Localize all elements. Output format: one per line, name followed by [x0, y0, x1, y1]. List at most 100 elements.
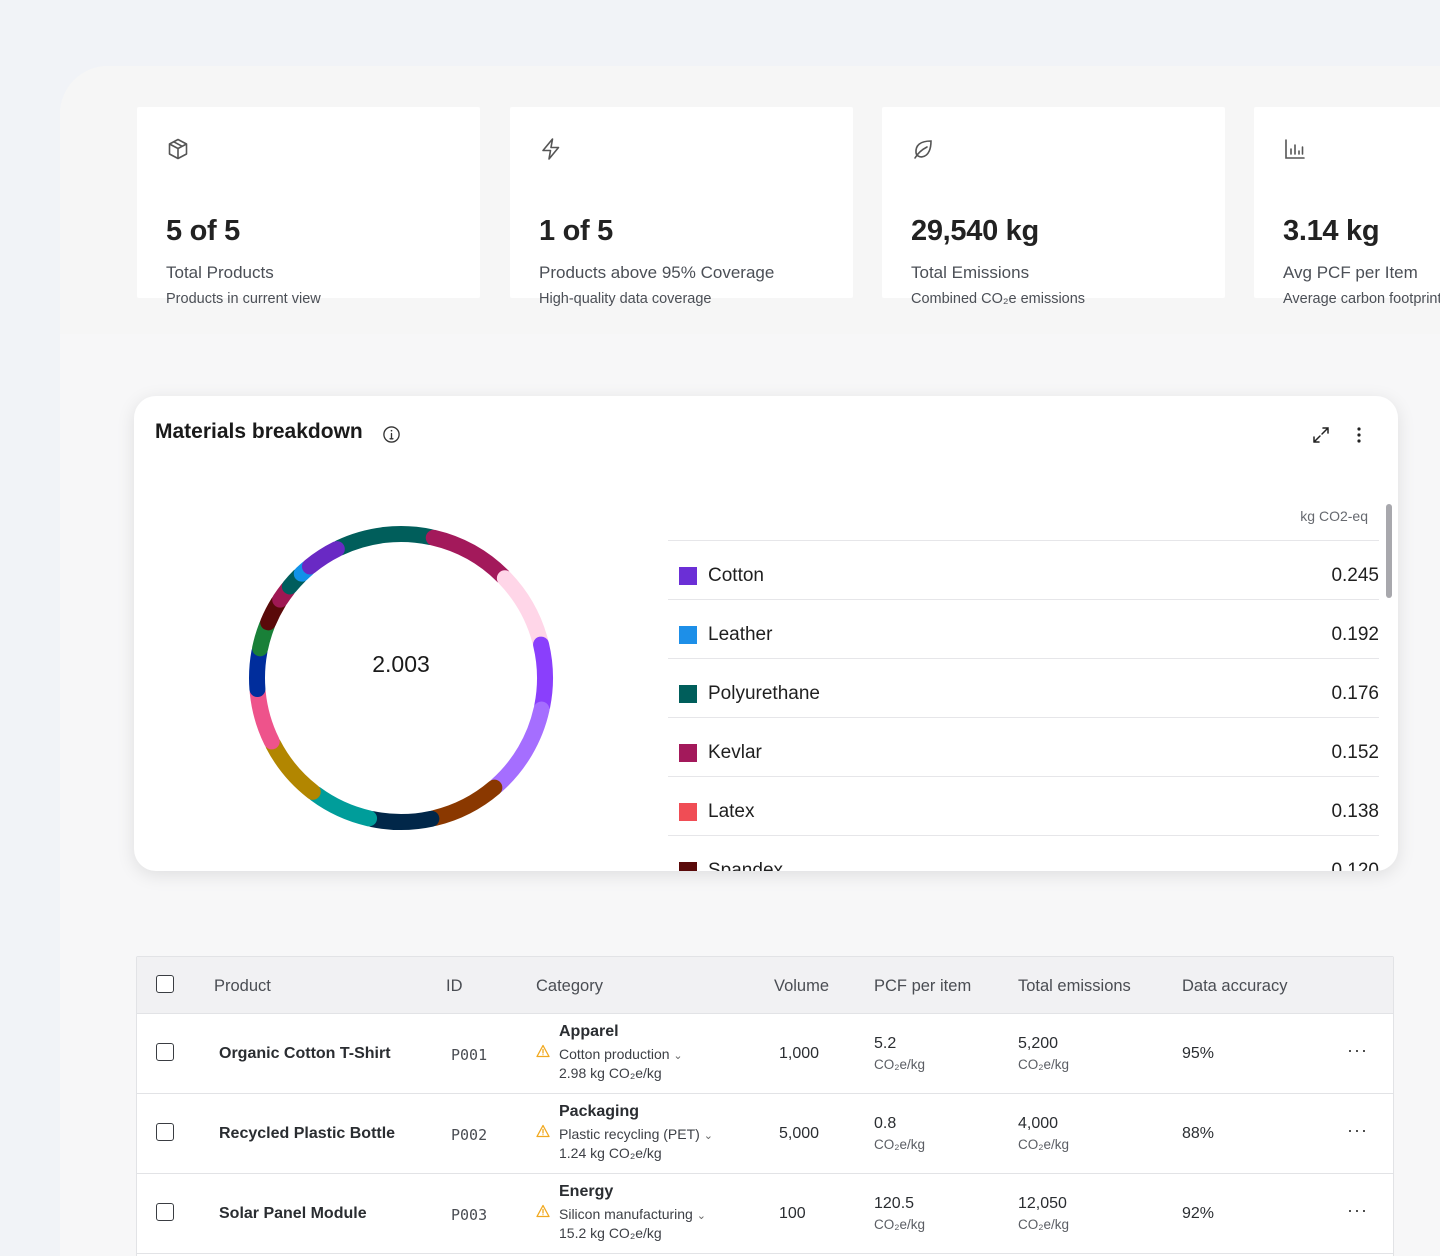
total-emissions-value: 5,200: [1018, 1035, 1059, 1052]
column-header-pcf[interactable]: PCF per item: [874, 977, 972, 995]
column-header-volume[interactable]: Volume: [774, 977, 830, 995]
stat-card-avg-pcf: 3.14 kg Avg PCF per Item Average carbon …: [1254, 107, 1440, 307]
donut-segment-3[interactable]: [496, 570, 549, 650]
table-row[interactable]: Solar Panel Module P003 Energy Silicon m…: [137, 1174, 1393, 1254]
stat-label: Total Emissions: [911, 263, 1030, 282]
row-checkbox[interactable]: [156, 1043, 174, 1061]
legend-swatch: [679, 685, 697, 703]
product-name: Organic Cotton T-Shirt: [219, 1045, 391, 1062]
process-dropdown[interactable]: Plastic recycling (PET) ⌄: [559, 1126, 713, 1142]
row-actions-icon[interactable]: ···: [1347, 1040, 1368, 1060]
pcf-value: 0.8: [874, 1115, 897, 1132]
legend-value: 0.176: [1331, 683, 1379, 704]
warning-icon: [536, 1204, 550, 1218]
row-checkbox[interactable]: [156, 1203, 174, 1221]
row-actions-icon[interactable]: ···: [1347, 1120, 1368, 1140]
warning-icon: [536, 1124, 550, 1138]
legend-value: 0.138: [1331, 801, 1379, 822]
category-name: Energy: [559, 1183, 614, 1200]
stat-value: 5 of 5: [166, 215, 240, 247]
stat-subtitle: High-quality data coverage: [539, 291, 712, 307]
total-emissions-value: 4,000: [1018, 1115, 1059, 1132]
materials-legend: Cotton 0.245 Leather 0.192 Polyurethane 0.1…: [668, 540, 1379, 871]
chevron-down-icon: ⌄: [703, 1130, 713, 1142]
legend-value: 0.152: [1331, 742, 1379, 763]
column-header-product[interactable]: Product: [214, 977, 271, 995]
product-name: Solar Panel Module: [219, 1205, 367, 1222]
legend-label: Kevlar: [708, 742, 762, 763]
column-header-category[interactable]: Category: [536, 977, 603, 995]
stat-card-coverage: 1 of 5 Products above 95% Coverage High-…: [510, 107, 853, 307]
donut-segment-9[interactable]: [265, 736, 321, 800]
stat-card-total-products: 5 of 5 Total Products Products in curren…: [137, 107, 480, 307]
card-title: Materials breakdown: [155, 420, 363, 443]
lightning-icon: [542, 138, 560, 160]
unit-header: kg CO2-eq: [1300, 508, 1368, 524]
legend-row-spandex[interactable]: Spandex 0.120: [668, 836, 1379, 871]
stat-card-total-emissions: 29,540 kg Total Emissions Combined CO₂e …: [882, 107, 1225, 307]
process-label: Silicon manufacturing: [559, 1206, 693, 1222]
legend-row-polyurethane[interactable]: Polyurethane 0.176: [668, 659, 1379, 718]
legend-row-cotton[interactable]: Cotton 0.245: [668, 541, 1379, 600]
total-emissions-value: 12,050: [1018, 1195, 1067, 1212]
stat-label: Products above 95% Coverage: [539, 263, 775, 282]
legend-swatch: [679, 862, 697, 871]
legend-swatch: [679, 744, 697, 762]
emission-factor: 15.2 kg CO₂e/kg: [559, 1225, 662, 1241]
pcf-unit: CO₂e/kg: [874, 1137, 926, 1152]
table-header: Product ID Category Volume PCF per item …: [137, 957, 1393, 1014]
more-options-icon[interactable]: [1350, 424, 1368, 446]
legend-label: Spandex: [708, 860, 784, 871]
warning-icon: [536, 1044, 550, 1058]
total-emissions-unit: CO₂e/kg: [1018, 1217, 1070, 1232]
stat-label: Total Products: [166, 263, 274, 282]
legend-row-kevlar[interactable]: Kevlar 0.152: [668, 718, 1379, 777]
box-icon: [168, 138, 188, 160]
row-checkbox[interactable]: [156, 1123, 174, 1141]
chevron-down-icon: ⌄: [673, 1050, 683, 1062]
donut-segment-7[interactable]: [364, 810, 440, 830]
category-name: Apparel: [559, 1023, 619, 1040]
materials-donut-chart: [249, 526, 553, 830]
donut-segment-1[interactable]: [331, 526, 439, 556]
donut-segment-6[interactable]: [426, 779, 503, 826]
legend-scrollbar[interactable]: [1386, 504, 1392, 598]
chevron-down-icon: ⌄: [696, 1210, 706, 1222]
stat-subtitle: Products in current view: [166, 291, 321, 307]
legend-row-leather[interactable]: Leather 0.192: [668, 600, 1379, 659]
process-dropdown[interactable]: Cotton production ⌄: [559, 1046, 683, 1062]
data-accuracy-value: 95%: [1182, 1045, 1215, 1062]
volume-value: 100: [779, 1205, 806, 1222]
data-accuracy-value: 92%: [1182, 1205, 1215, 1222]
donut-segment-5[interactable]: [488, 701, 550, 794]
info-icon[interactable]: [382, 425, 401, 444]
column-header-id[interactable]: ID: [446, 977, 463, 995]
donut-segment-2[interactable]: [425, 529, 511, 584]
row-actions-icon[interactable]: ···: [1347, 1200, 1368, 1220]
volume-value: 1,000: [779, 1045, 820, 1062]
volume-value: 5,000: [779, 1125, 820, 1142]
column-header-data-accuracy[interactable]: Data accuracy: [1182, 977, 1288, 995]
bar-chart-icon: [1285, 139, 1305, 159]
donut-segment-17[interactable]: [301, 541, 345, 575]
legend-label: Polyurethane: [708, 683, 820, 704]
product-id: P002: [451, 1126, 488, 1144]
table-row[interactable]: Recycled Plastic Bottle P002 Packaging P…: [137, 1094, 1393, 1174]
data-accuracy-value: 88%: [1182, 1125, 1215, 1142]
legend-row-latex[interactable]: Latex 0.138: [668, 777, 1379, 836]
pcf-value: 120.5: [874, 1195, 915, 1212]
stat-value: 3.14 kg: [1283, 215, 1380, 247]
expand-icon[interactable]: [1310, 424, 1332, 446]
product-name: Recycled Plastic Bottle: [219, 1125, 396, 1142]
products-table: Product ID Category Volume PCF per item …: [136, 956, 1394, 1256]
table-row[interactable]: Organic Cotton T-Shirt P001 Apparel Cott…: [137, 1014, 1393, 1094]
donut-segment-8[interactable]: [307, 785, 378, 827]
emission-factor: 1.24 kg CO₂e/kg: [559, 1145, 662, 1161]
donut-segment-10[interactable]: [249, 684, 280, 750]
process-dropdown[interactable]: Silicon manufacturing ⌄: [559, 1206, 706, 1222]
column-header-total-emissions[interactable]: Total emissions: [1018, 977, 1131, 995]
select-all-checkbox[interactable]: [156, 975, 174, 993]
total-emissions-unit: CO₂e/kg: [1018, 1137, 1070, 1152]
legend-label: Latex: [708, 801, 755, 822]
category-name: Packaging: [559, 1103, 640, 1120]
